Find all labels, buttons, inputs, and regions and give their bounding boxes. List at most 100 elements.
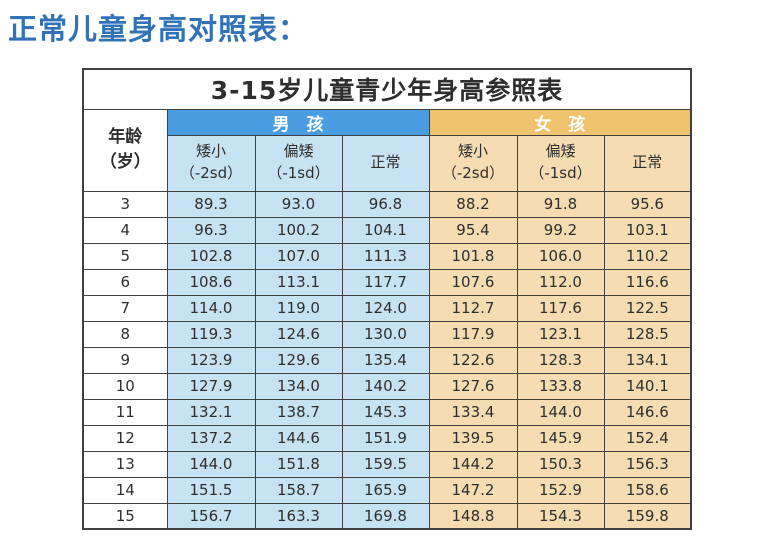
column-header-line: 正常 (632, 153, 663, 172)
table-row: 12 137.2 144.6 151.9 139.5 145.9 152.4 (82, 424, 692, 452)
age-header-line2: （岁） (99, 152, 151, 172)
column-header-line: 矮小 (195, 142, 226, 161)
age-cell: 6 (82, 268, 168, 296)
girl-value-cell: 159.8 (603, 502, 692, 530)
boy-value-cell: 96.3 (166, 216, 256, 244)
age-cell: 14 (82, 476, 168, 504)
boy-value-cell: 165.9 (341, 476, 430, 504)
column-header-line: 偏矮 (545, 142, 576, 161)
boy-value-cell: 100.2 (254, 216, 343, 244)
age-cell: 15 (82, 502, 168, 530)
boy-value-cell: 140.2 (341, 372, 430, 400)
boy-value-cell: 117.7 (341, 268, 430, 296)
girl-value-cell: 154.3 (516, 502, 605, 530)
girl-value-cell: 158.6 (603, 476, 692, 504)
boy-short-column-header: 矮小 （-2sd） (166, 134, 256, 192)
girl-value-cell: 110.2 (603, 242, 692, 270)
age-cell: 13 (82, 450, 168, 478)
subheader-row: 矮小 （-2sd） 偏矮 （-1sd） 正常 矮小 （-2sd） 偏矮 （ (83, 134, 692, 192)
girl-value-cell: 146.6 (603, 398, 692, 426)
table-body: 3 89.3 93.0 96.8 88.2 91.8 95.6 4 96.3 100.2 104.1… (82, 190, 692, 530)
boy-value-cell: 89.3 (166, 190, 256, 218)
table-row: 4 96.3 100.2 104.1 95.4 99.2 103.1 (82, 216, 692, 244)
age-cell: 10 (82, 372, 168, 400)
boy-value-cell: 156.7 (166, 502, 256, 530)
girl-value-cell: 99.2 (516, 216, 605, 244)
column-header-line: （-2sd） (179, 164, 243, 182)
boy-value-cell: 96.8 (341, 190, 430, 218)
boy-value-cell: 113.1 (254, 268, 343, 296)
gender-header-row: 年龄 （岁） 男 孩 女 孩 (82, 108, 692, 192)
table-row: 5 102.8 107.0 111.3 101.8 106.0 110.2 (82, 242, 692, 270)
age-column-header: 年龄 （岁） (82, 108, 168, 192)
girl-short-column-header: 矮小 （-2sd） (428, 134, 518, 192)
column-header-line: （-2sd） (441, 164, 505, 182)
table-row: 8 119.3 124.6 130.0 117.9 123.1 128.5 (82, 320, 692, 348)
boy-slightly-short-column-header: 偏矮 （-1sd） (254, 134, 343, 192)
girl-value-cell: 152.9 (516, 476, 605, 504)
boy-value-cell: 124.6 (254, 320, 343, 348)
girl-value-cell: 133.8 (516, 372, 605, 400)
girl-value-cell: 95.4 (428, 216, 518, 244)
age-cell: 4 (82, 216, 168, 244)
age-cell: 12 (82, 424, 168, 452)
girl-value-cell: 128.5 (603, 320, 692, 348)
girl-value-cell: 117.6 (516, 294, 605, 322)
girl-value-cell: 148.8 (428, 502, 518, 530)
boy-value-cell: 104.1 (341, 216, 430, 244)
girl-value-cell: 144.2 (428, 450, 518, 478)
girl-value-cell: 139.5 (428, 424, 518, 452)
boy-value-cell: 151.9 (341, 424, 430, 452)
boy-value-cell: 111.3 (341, 242, 430, 270)
boy-value-cell: 114.0 (166, 294, 256, 322)
girl-normal-column-header: 正常 (603, 134, 692, 192)
girl-value-cell: 112.7 (428, 294, 518, 322)
boy-value-cell: 158.7 (254, 476, 343, 504)
girl-slightly-short-column-header: 偏矮 （-1sd） (516, 134, 605, 192)
girl-value-cell: 140.1 (603, 372, 692, 400)
girl-value-cell: 152.4 (603, 424, 692, 452)
girl-value-cell: 95.6 (603, 190, 692, 218)
girl-value-cell: 145.9 (516, 424, 605, 452)
girl-value-cell: 88.2 (428, 190, 518, 218)
page-title: 正常儿童身高对照表： (8, 12, 309, 46)
boy-value-cell: 138.7 (254, 398, 343, 426)
girl-value-cell: 156.3 (603, 450, 692, 478)
boy-value-cell: 130.0 (341, 320, 430, 348)
table-row: 7 114.0 119.0 124.0 112.7 117.6 122.5 (82, 294, 692, 322)
table-row: 6 108.6 113.1 117.7 107.6 112.0 116.6 (82, 268, 692, 296)
column-header-line: 矮小 (457, 142, 488, 161)
column-header-line: 正常 (370, 153, 401, 172)
age-cell: 7 (82, 294, 168, 322)
boy-value-cell: 135.4 (341, 346, 430, 374)
girl-value-cell: 103.1 (603, 216, 692, 244)
column-header-line: 偏矮 (283, 142, 314, 161)
boy-value-cell: 144.0 (166, 450, 256, 478)
boy-value-cell: 137.2 (166, 424, 256, 452)
table-row: 10 127.9 134.0 140.2 127.6 133.8 140.1 (82, 372, 692, 400)
column-header-line: （-1sd） (267, 164, 330, 182)
girl-value-cell: 144.0 (516, 398, 605, 426)
girl-value-cell: 128.3 (516, 346, 605, 374)
girl-value-cell: 127.6 (428, 372, 518, 400)
boys-group-header: 男 孩 (166, 108, 430, 136)
girl-value-cell: 91.8 (516, 190, 605, 218)
boy-value-cell: 145.3 (341, 398, 430, 426)
table-row: 15 156.7 163.3 169.8 148.8 154.3 159.8 (82, 502, 692, 530)
age-cell: 9 (82, 346, 168, 374)
boy-value-cell: 108.6 (166, 268, 256, 296)
boy-value-cell: 163.3 (254, 502, 343, 530)
boy-value-cell: 124.0 (341, 294, 430, 322)
boy-value-cell: 151.8 (254, 450, 343, 478)
age-cell: 3 (82, 190, 168, 218)
table-title-row: 3-15岁儿童青少年身高参照表 (82, 68, 692, 110)
girl-value-cell: 147.2 (428, 476, 518, 504)
boy-value-cell: 102.8 (166, 242, 256, 270)
age-cell: 11 (82, 398, 168, 426)
girl-value-cell: 122.5 (603, 294, 692, 322)
age-cell: 8 (82, 320, 168, 348)
column-header-line: （-1sd） (529, 164, 592, 182)
girl-value-cell: 112.0 (516, 268, 605, 296)
age-cell: 5 (82, 242, 168, 270)
table-title: 3-15岁儿童青少年身高参照表 (82, 68, 692, 110)
